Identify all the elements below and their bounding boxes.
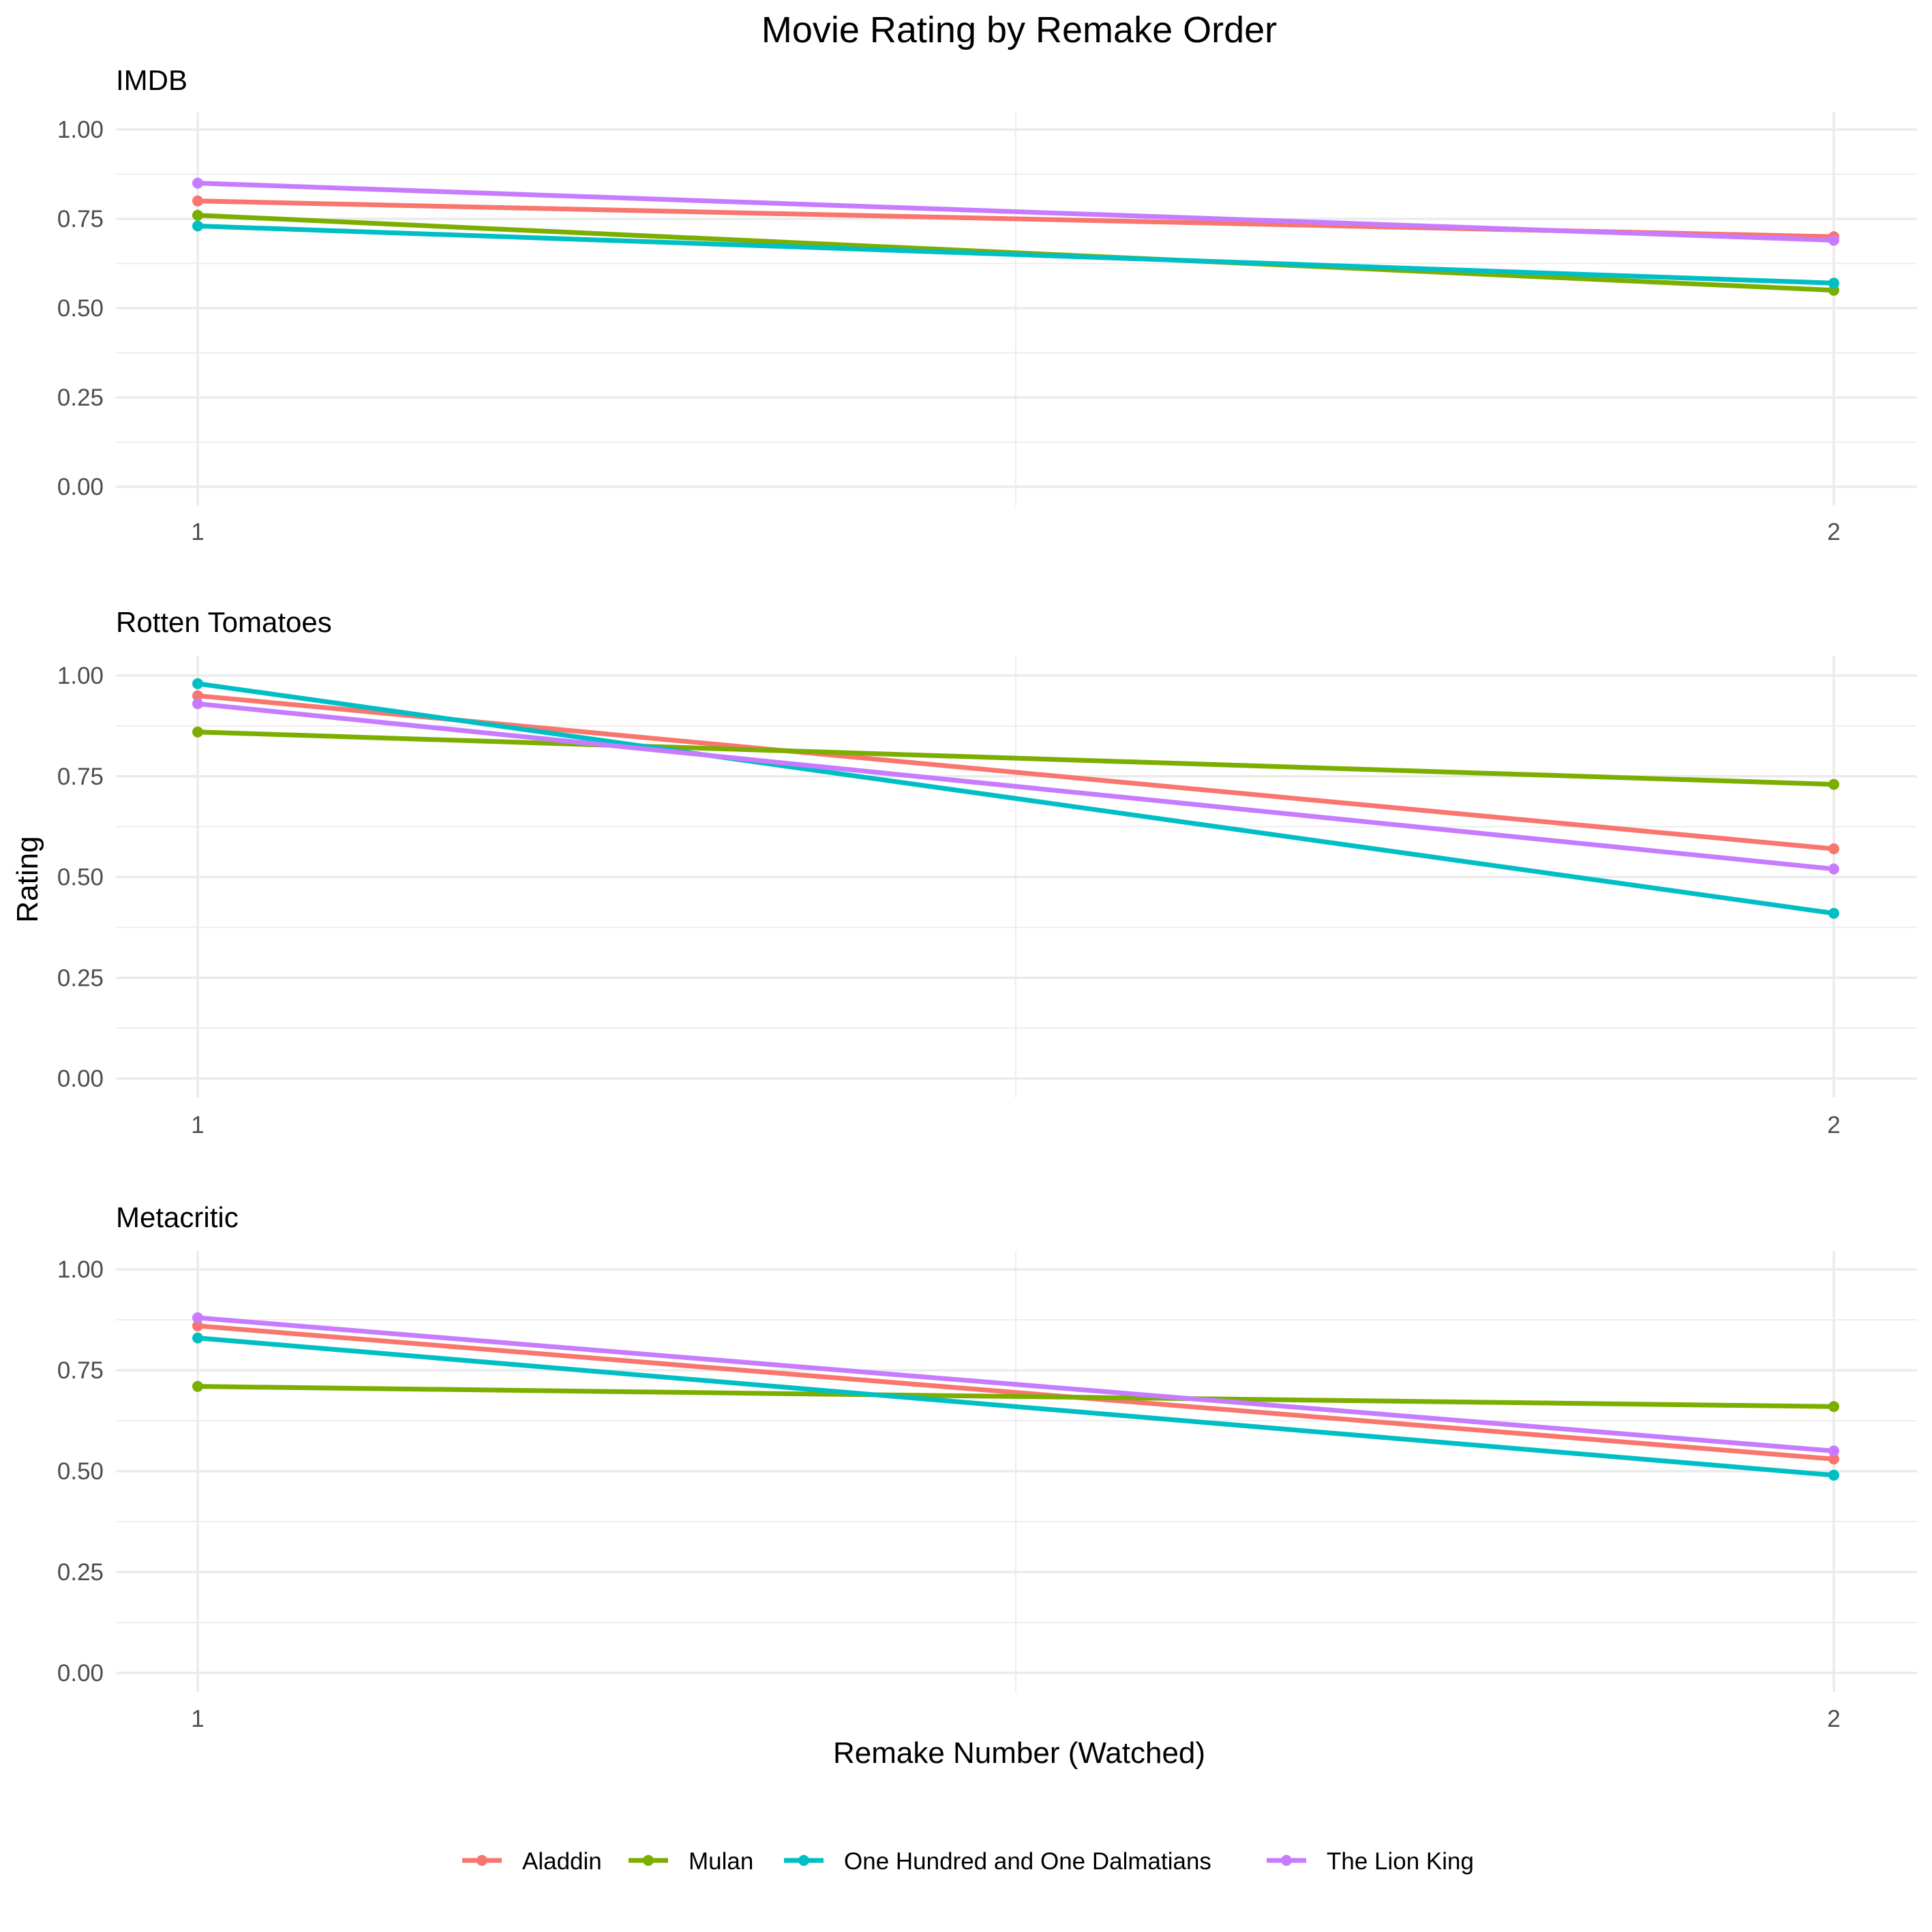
legend-label: The Lion King [1327, 1848, 1474, 1875]
data-point-one-hundred-and-one-dalmatians [1828, 1469, 1839, 1481]
y-tick-label: 0.25 [57, 1559, 104, 1586]
data-point-one-hundred-and-one-dalmatians [192, 220, 203, 232]
panel-title: Metacritic [116, 1201, 239, 1233]
data-point-one-hundred-and-one-dalmatians [1828, 277, 1839, 289]
data-point-the-lion-king [192, 177, 203, 189]
series-line-the-lion-king [197, 1315, 1835, 1453]
data-point-mulan [192, 209, 203, 221]
x-tick-label: 2 [1827, 1706, 1840, 1732]
data-point-mulan [1828, 1401, 1839, 1413]
y-tick-label: 0.75 [57, 206, 104, 232]
data-point-mulan [1828, 779, 1839, 790]
data-point-mulan [192, 1380, 203, 1392]
series-line-one-hundred-and-one-dalmatians [197, 223, 1835, 286]
legend-item-aladdin: Aladdin [462, 1848, 602, 1875]
x-tick-label: 1 [191, 1112, 204, 1138]
panel-rotten-tomatoes: Rotten Tomatoes 0.00 0.25 0.50 0.75 1.00 1 2 [57, 606, 1917, 1138]
y-tick-label: 0.00 [57, 1660, 104, 1687]
panel-title: IMDB [116, 64, 187, 96]
y-tick-label: 0.50 [57, 1458, 104, 1485]
data-point-the-lion-king [1828, 1445, 1839, 1457]
data-point-aladdin [192, 690, 203, 701]
series-line-one-hundred-and-one-dalmatians [197, 1335, 1835, 1478]
y-tick-label: 0.50 [57, 295, 104, 322]
y-tick-label: 0.50 [57, 864, 104, 891]
y-axis-title: Rating [11, 836, 44, 922]
data-point-the-lion-king [1828, 235, 1839, 246]
x-tick-label: 1 [191, 519, 204, 545]
data-point-aladdin [192, 195, 203, 207]
series-line-aladdin [197, 1323, 1835, 1462]
y-tick-label: 0.25 [57, 965, 104, 991]
series-line-mulan [197, 1384, 1835, 1409]
series-line-the-lion-king [197, 701, 1835, 872]
y-tick-label: 0.25 [57, 384, 104, 411]
panel-metacritic: Metacritic 0.00 0.25 0.50 0.75 1.00 1 2 [57, 1201, 1917, 1732]
y-tick-label: 1.00 [57, 117, 104, 143]
y-tick-label: 0.75 [57, 1357, 104, 1384]
legend: Aladdin Mulan One Hundred and One Dalmatia… [462, 1848, 1474, 1875]
series-line-one-hundred-and-one-dalmatians [197, 681, 1835, 916]
data-point-the-lion-king [1828, 863, 1839, 875]
data-point-one-hundred-and-one-dalmatians [192, 1332, 203, 1344]
series-line-the-lion-king [197, 181, 1835, 243]
panel-title: Rotten Tomatoes [116, 606, 332, 638]
y-tick-label: 1.00 [57, 663, 104, 689]
legend-item-the-lion-king: The Lion King [1267, 1848, 1474, 1875]
data-point-aladdin [192, 1320, 203, 1331]
data-point-one-hundred-and-one-dalmatians [1828, 907, 1839, 919]
series-line-mulan [197, 729, 1835, 787]
data-point-the-lion-king [192, 1312, 203, 1324]
legend-label: One Hundred and One Dalmatians [844, 1848, 1211, 1875]
x-tick-label: 1 [191, 1706, 204, 1732]
y-tick-label: 0.00 [57, 474, 104, 500]
legend-item-mulan: Mulan [629, 1848, 753, 1875]
data-point-aladdin [1828, 843, 1839, 855]
chart-title: Movie Rating by Remake Order [761, 10, 1277, 50]
x-axis-title: Remake Number (Watched) [833, 1736, 1205, 1770]
legend-key-point [1281, 1855, 1292, 1866]
x-tick-label: 2 [1827, 1112, 1840, 1138]
data-point-mulan [192, 726, 203, 738]
data-point-one-hundred-and-one-dalmatians [192, 678, 203, 689]
y-tick-label: 0.00 [57, 1066, 104, 1092]
data-point-the-lion-king [192, 698, 203, 710]
legend-label: Mulan [689, 1848, 753, 1875]
legend-key-point [798, 1855, 809, 1866]
y-tick-label: 1.00 [57, 1256, 104, 1283]
legend-item-one-hundred-and-one-dalmatians: One Hundred and One Dalmatians [784, 1848, 1211, 1875]
panel-imdb: IMDB 0.00 0.25 0.50 0.75 1.00 1 2 [57, 64, 1917, 545]
y-tick-label: 0.75 [57, 764, 104, 790]
data-point-aladdin [1828, 1453, 1839, 1465]
legend-label: Aladdin [522, 1848, 602, 1875]
legend-key-point [643, 1855, 654, 1866]
x-tick-label: 2 [1827, 519, 1840, 545]
legend-key-point [477, 1855, 487, 1866]
